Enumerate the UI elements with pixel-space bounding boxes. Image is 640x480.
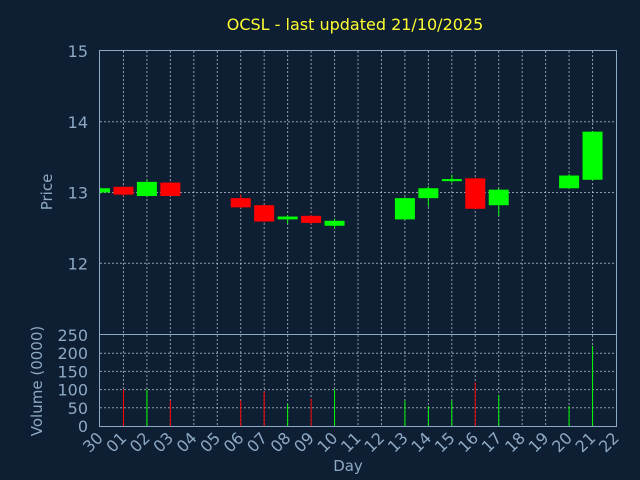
volume-tick-label: 0 [78,417,88,436]
volume-tick-label: 200 [57,344,88,363]
candle-body [301,215,322,223]
volume-tick-label: 250 [57,326,88,345]
candle-body [488,189,509,206]
price-axis-label: Price [38,174,56,211]
candle-body [277,216,298,220]
candle-body [441,179,462,182]
candle-body [418,188,439,199]
price-tick-label: 14 [68,113,88,132]
x-tick-label: 22 [595,428,623,456]
volume-tick-label: 50 [68,399,88,418]
candle-body [136,181,157,197]
candle-body [113,186,134,195]
volume-panel-frame [99,334,617,427]
volume-tick-label: 150 [57,362,88,381]
candle-body [230,198,251,208]
candle-body [394,198,415,220]
volume-axis-label: Volume (0000) [28,326,46,436]
candle-body [160,182,181,197]
price-axis-ticks: 12 13 14 15 [68,42,88,273]
candle-body [582,131,603,180]
price-tick-label: 13 [68,184,88,203]
chart-title: OCSL - last updated 21/10/2025 [227,15,484,34]
volume-tick-label: 100 [57,381,88,400]
candle-body [100,188,110,193]
candle-body [254,205,275,222]
volume-gridlines [100,335,616,426]
volume-bars [122,345,594,426]
x-axis-label: Day [333,457,363,475]
price-candles [99,130,603,229]
x-axis-ticks: 3001020304050607080910111213141516171819… [79,428,623,456]
candle-body [465,178,486,209]
price-tick-label: 15 [68,42,88,61]
candle-body [324,220,345,226]
price-tick-label: 12 [68,254,88,273]
candle-body [559,175,580,189]
